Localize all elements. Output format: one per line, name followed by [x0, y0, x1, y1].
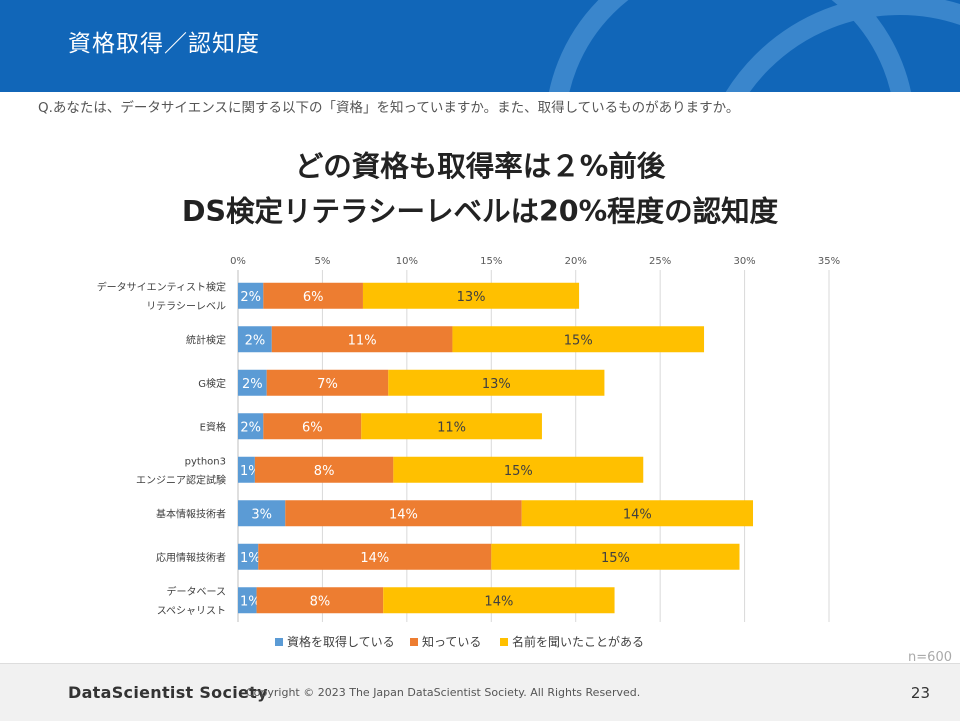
bar-segment	[238, 500, 286, 527]
category-label: python3	[185, 456, 226, 467]
legend-label: 知っている	[422, 635, 481, 649]
data-label: 8%	[314, 464, 335, 479]
data-label: 14%	[360, 551, 389, 566]
data-label: 2%	[242, 377, 263, 392]
data-label: 14%	[623, 507, 652, 522]
data-label: 6%	[302, 420, 323, 435]
page-title: 資格取得／認知度	[68, 31, 260, 57]
category-label: リテラシーレベル	[146, 300, 226, 312]
bar-segment	[238, 456, 255, 483]
decorative-circles-graphic	[548, 0, 960, 92]
bar-segment	[383, 587, 615, 614]
data-label: 1%	[240, 551, 261, 566]
x-tick-label: 15%	[480, 256, 502, 267]
data-label: 15%	[601, 551, 630, 566]
page-number: 23	[910, 684, 930, 702]
header-bar: 資格取得／認知度	[0, 0, 960, 92]
x-tick-label: 20%	[565, 256, 587, 267]
legend-label: 資格を取得している	[287, 634, 395, 649]
bar-segment	[238, 543, 259, 570]
category-label: エンジニア認定試験	[136, 473, 226, 486]
x-tick-label: 10%	[396, 256, 418, 267]
x-tick-label: 35%	[818, 256, 840, 267]
category-label: データサイエンティスト検定	[97, 280, 226, 293]
headline-line1: どの資格も取得率は２%前後	[294, 150, 666, 183]
data-label: 11%	[437, 420, 466, 435]
footer: DataScientist Society Copyright © 2023 T…	[0, 663, 960, 721]
bar-segment	[521, 500, 754, 527]
legend-swatch	[275, 638, 283, 646]
bar-segment	[491, 543, 740, 570]
x-tick-label: 0%	[230, 256, 246, 267]
headline-line2: DS検定リテラシーレベルは20%程度の認知度	[181, 195, 779, 228]
data-label: 6%	[303, 290, 324, 305]
data-label: 15%	[564, 333, 593, 348]
data-label: 2%	[240, 290, 261, 305]
x-tick-label: 5%	[314, 256, 330, 267]
data-label: 7%	[317, 377, 338, 392]
data-label: 14%	[484, 594, 513, 609]
category-label: 応用情報技術者	[156, 551, 226, 564]
bar-segment	[388, 369, 605, 396]
bar-segment	[238, 282, 264, 309]
data-label: 2%	[245, 333, 266, 348]
bar-segment	[263, 282, 363, 309]
stacked-bar-chart: 0% 5% 10% 15% 20% 25% 30% 35% データサイエンティスト検定リテラシー…	[97, 256, 840, 649]
bar-segment	[266, 369, 389, 396]
bar-segment	[258, 543, 492, 570]
survey-question: Q.あなたは、データサイエンスに関する以下の「資格」を知っていますか。また、取得…	[38, 100, 740, 116]
sample-size: n=600	[908, 650, 952, 665]
data-label: 8%	[310, 594, 331, 609]
bar-segment	[263, 413, 362, 440]
category-label: G検定	[198, 377, 226, 390]
category-label: データベース	[167, 585, 227, 598]
data-label: 3%	[251, 507, 272, 522]
data-label: 11%	[348, 333, 377, 348]
bar-segment	[238, 369, 267, 396]
legend-swatch	[500, 638, 508, 646]
data-label: 13%	[482, 377, 511, 392]
bar-segment	[256, 587, 384, 614]
category-label: 統計検定	[186, 333, 226, 346]
bar-segment	[285, 500, 522, 527]
bar-segment	[393, 456, 644, 483]
data-label: 2%	[240, 420, 261, 435]
data-label: 15%	[504, 464, 533, 479]
legend-swatch	[410, 638, 418, 646]
category-label: 基本情報技術者	[156, 507, 226, 520]
bar-segment	[254, 456, 394, 483]
bar-segment	[238, 326, 272, 353]
bar-segment	[452, 326, 705, 353]
data-label: 14%	[389, 507, 418, 522]
x-tick-label: 30%	[733, 256, 755, 267]
data-label: 1%	[240, 594, 261, 609]
legend-label: 名前を聞いたことがある	[512, 634, 644, 649]
bar-segment	[238, 587, 257, 614]
data-label: 13%	[457, 290, 486, 305]
copyright-text: Copyright © 2023 The Japan DataScientist…	[246, 686, 641, 699]
category-label: E資格	[200, 420, 226, 433]
category-label: スペシャリスト	[157, 606, 226, 617]
bar-segment	[362, 282, 580, 309]
bar-segment	[238, 413, 264, 440]
bar-segment	[271, 326, 453, 353]
x-tick-label: 25%	[649, 256, 671, 267]
bar-segment	[361, 413, 542, 440]
brand-logo-text: DataScientist Society	[68, 683, 268, 702]
